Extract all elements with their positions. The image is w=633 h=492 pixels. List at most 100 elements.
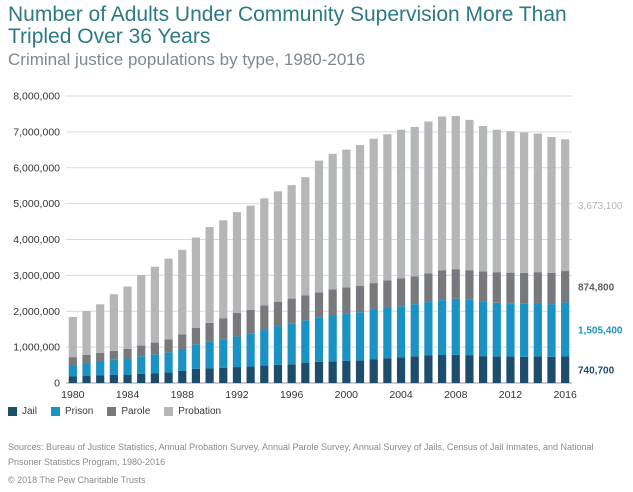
bar-jail [150,373,159,383]
bar-jail [410,356,419,383]
bar-parole [396,278,406,307]
bar-prison [82,363,91,376]
bar-prison [109,359,118,375]
x-tick-label: 1996 [280,389,304,401]
bar-jail [68,376,77,383]
bar-prison [424,302,433,356]
y-tick-label: 1,000,000 [13,342,60,354]
bar-probation [232,212,242,313]
bar-jail [287,364,296,383]
bar-parole [492,272,501,303]
x-tick-label: 2004 [389,389,413,401]
bar-jail [451,354,460,383]
bar-parole [437,270,447,301]
bar-parole [506,272,515,304]
bar-parole [178,334,187,349]
bar-parole [96,352,105,362]
sources-note: Sources: Bureau of Justice Statistics, A… [8,442,594,467]
bar-prison [328,315,337,362]
bar-probation [424,121,433,274]
legend-swatch-prison [51,407,61,416]
bar-probation [123,286,132,349]
bar-probation [533,133,542,273]
bar-probation [137,274,146,346]
bar-probation [287,185,296,299]
bar-prison [437,300,447,356]
bar-probation [109,294,118,351]
bar-jail [437,355,447,383]
bar-probation [369,138,378,284]
bar-prison [520,303,529,357]
bar-jail [424,355,433,383]
bar-jail [479,356,488,383]
bar-prison [287,323,296,365]
bar-prison [137,356,146,374]
bar-probation [492,129,501,273]
legend-label-parole: Parole [121,406,151,417]
bar-probation [68,316,77,358]
bar-probation [96,304,105,353]
y-tick-label: 5,000,000 [13,198,60,210]
bar-prison [533,302,542,357]
legend: Jail Prison Parole Probation [8,406,221,417]
bar-prison [451,298,460,355]
bar-parole [369,283,378,310]
bar-jail [301,362,310,383]
bar-parole [342,287,351,314]
bar-parole [424,273,433,303]
bar-probation [164,258,173,340]
chart-title: Number of Adults Under Community Supervi… [8,3,567,48]
bar-probation [383,134,392,281]
bar-parole [82,354,91,364]
bar-probation [219,220,228,319]
bar-jail [191,368,201,383]
bar-probation [328,153,337,290]
bar-jail [260,365,269,383]
bar-parole [219,318,228,340]
bar-jail [109,374,118,383]
bar-probation [451,115,460,270]
bar-parole [205,322,214,342]
bar-jail [506,356,515,383]
bar-probation [301,177,310,296]
bar-parole [232,312,242,337]
y-tick-label: 7,000,000 [13,126,60,138]
bar-jail [219,367,228,383]
bar-probation [273,191,283,302]
bar-parole [150,342,159,355]
bar-parole [301,295,310,321]
bar-parole [383,280,392,308]
bar-probation [465,119,474,271]
bar-probation [260,198,269,306]
bar-probation [437,116,447,271]
x-tick-label: 2016 [553,389,577,401]
bar-parole [451,269,460,299]
bar-parole [479,271,488,302]
bar-probation [342,149,351,288]
bar-jail [465,355,474,383]
bar-prison [260,330,269,366]
bar-prison [301,320,310,363]
bar-probation [150,266,159,343]
bar-jail [342,360,351,383]
bar-probation [205,227,214,323]
bar-parole [328,289,337,316]
bar-jail [328,361,337,383]
bar-prison [150,354,159,374]
bar-prison [355,312,365,361]
x-tick-label: 2012 [499,389,523,401]
bar-jail [533,356,542,383]
x-tick-label: 1980 [61,389,85,401]
bar-prison [342,313,351,361]
y-tick-label: 6,000,000 [13,162,60,174]
bar-jail [383,358,392,383]
stacked-bar-chart: 0 1,000,000 2,000,000 3,000,000 4,000,000 5,0… [13,91,623,402]
legend-item-probation: Probation [164,406,221,417]
bar-parole [123,348,132,359]
y-tick-label: 8,000,000 [13,91,60,103]
bar-jail [273,364,283,383]
bar-jail [547,356,556,383]
bar-jail [246,366,255,383]
bar-parole [287,298,296,324]
bar-jail [561,356,570,383]
